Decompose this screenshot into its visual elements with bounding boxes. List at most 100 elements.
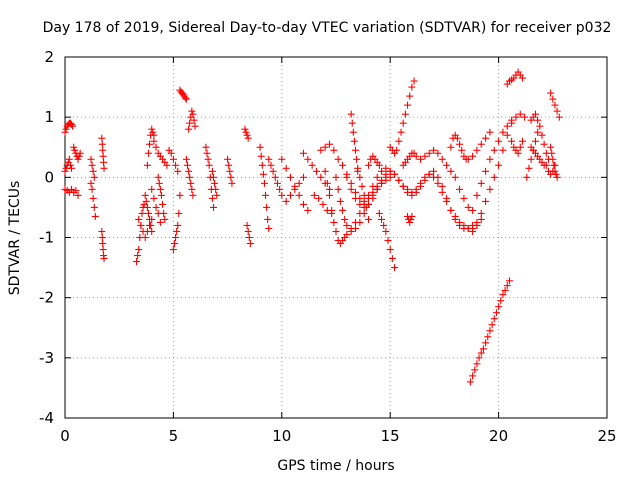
data-point [99,152,107,160]
data-point [212,185,220,193]
data-point [339,206,347,214]
data-point [100,255,108,263]
data-point [334,185,342,193]
y-tick-label: -3 [39,349,54,367]
data-point [430,167,438,175]
data-point [492,309,500,317]
data-point [518,74,526,82]
data-point [341,215,349,223]
data-point [475,354,483,362]
data-point [148,227,156,235]
data-point [299,149,307,157]
data-point [310,191,318,199]
data-point [173,227,181,235]
data-point [143,203,151,211]
data-point [408,212,416,220]
data-points [61,68,563,386]
data-point [360,209,368,217]
x-tick-label: 25 [597,427,616,445]
data-point [375,209,383,217]
data-point [295,179,303,187]
data-point [87,179,95,187]
y-tick-label: -2 [39,289,54,307]
data-point [135,215,143,223]
data-point [90,173,98,181]
data-point [182,155,190,163]
data-point [384,237,392,245]
data-point [443,161,451,169]
data-point [382,170,390,178]
data-point [148,185,156,193]
data-point [315,194,323,202]
data-point [262,191,270,199]
x-tick-label: 0 [60,427,70,445]
data-point [205,161,213,169]
data-point [169,246,177,254]
data-point [149,128,157,136]
data-point [75,152,83,160]
data-point [339,161,347,169]
data-point [356,194,364,202]
data-point [373,182,381,190]
data-point [155,179,163,187]
data-point [347,227,355,235]
data-point [548,149,556,157]
data-point [401,110,409,118]
data-point [87,155,95,163]
data-point [154,173,162,181]
x-tick-label: 20 [489,427,508,445]
data-point [61,167,69,175]
data-point [408,83,416,91]
x-axis: 0 5 10 15 20 25 [60,57,617,445]
data-point [408,188,416,196]
data-point [228,179,236,187]
data-point [406,92,414,100]
data-point [406,218,414,226]
chart-title: Day 178 of 2019, Sidereal Day-to-day VTE… [43,20,612,36]
data-point [555,113,563,121]
data-point [71,146,79,154]
data-point [182,95,190,103]
data-point [425,170,433,178]
data-point [148,125,156,133]
data-point [74,191,82,199]
x-axis-label: GPS time / hours [277,458,394,474]
data-point [529,146,537,154]
data-point [358,182,366,190]
data-point [308,161,316,169]
data-point [551,101,559,109]
data-point [417,179,425,187]
data-point [323,179,331,187]
data-point [202,143,210,151]
data-point [143,161,151,169]
data-point [74,155,82,163]
data-point [99,146,107,154]
data-point [282,197,290,205]
data-point [469,372,477,380]
data-point [356,200,364,208]
data-point [146,215,154,223]
data-point [360,197,368,205]
data-point [328,206,336,214]
data-point [477,140,485,148]
data-point [388,255,396,263]
data-point [343,170,351,178]
y-axis-label: SDTVAR / TECUs [7,181,23,296]
data-point [181,94,189,102]
data-point [482,339,490,347]
data-point [425,149,433,157]
data-point [486,155,494,163]
data-point [503,282,511,290]
data-point [332,227,340,235]
data-point [391,264,399,272]
data-point [495,161,503,169]
data-point [534,116,542,124]
data-point [547,143,555,151]
y-axis: -4 -3 -2 -1 0 1 2 [39,48,607,427]
data-point [147,221,155,229]
data-point [98,227,106,235]
data-point [534,128,542,136]
data-point [88,185,96,193]
data-point [210,173,218,181]
data-point [490,146,498,154]
